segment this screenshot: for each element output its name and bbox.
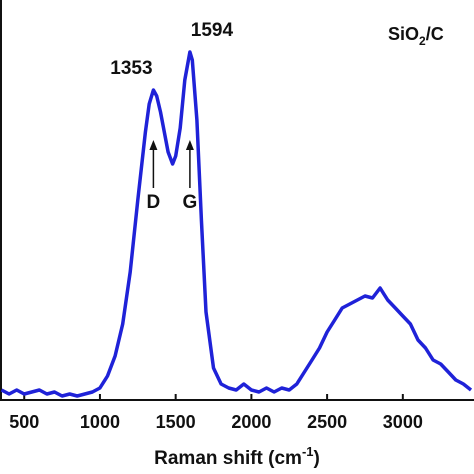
band-label: D	[147, 192, 161, 213]
x-label-end: )	[314, 448, 320, 469]
peak-label: 1353	[110, 58, 152, 79]
sample-label: SiO2/C	[388, 24, 444, 48]
x-tick-label: 500	[9, 412, 39, 432]
x-tick-label: 2500	[307, 412, 347, 432]
band-label: G	[183, 192, 198, 213]
x-label-main: Raman shift (cm	[154, 448, 302, 469]
arrow-head	[149, 140, 158, 150]
x-tick-label: 1000	[80, 412, 120, 432]
sample-main: SiO	[388, 24, 419, 44]
x-tick-label: 1500	[156, 412, 196, 432]
x-tick-label: 3000	[383, 412, 423, 432]
x-label-sup: -1	[302, 444, 314, 459]
arrow-head	[185, 140, 194, 150]
x-axis-label: Raman shift (cm-1)	[154, 444, 320, 469]
peak-label: 1594	[191, 20, 234, 41]
spectrum-line	[0, 50, 473, 398]
sample-end: /C	[426, 24, 444, 44]
sample-sub: 2	[419, 34, 426, 48]
x-tick-label: 2000	[231, 412, 271, 432]
